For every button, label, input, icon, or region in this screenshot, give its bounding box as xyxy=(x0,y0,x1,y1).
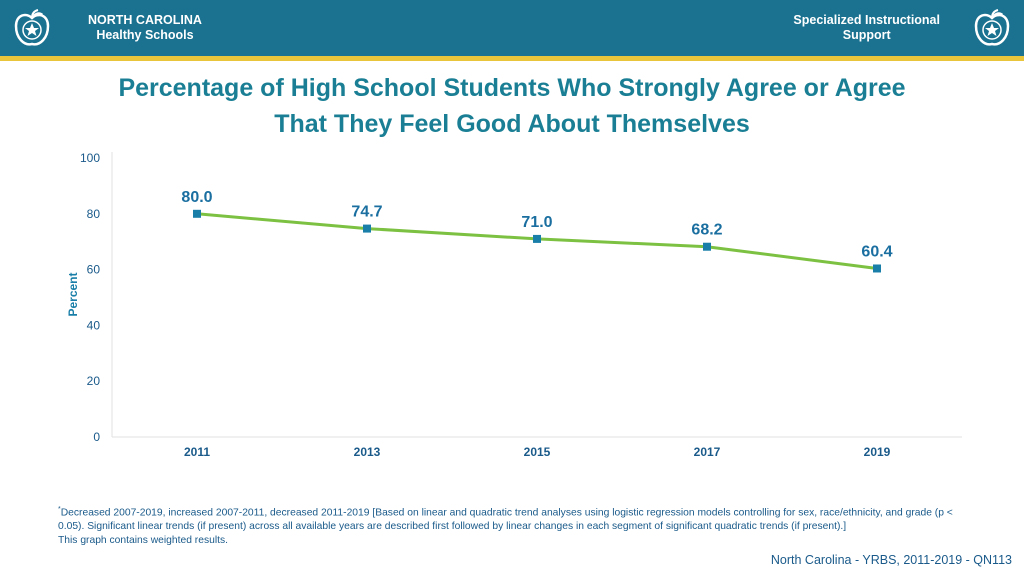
data-label: 74.7 xyxy=(351,204,382,221)
data-label: 80.0 xyxy=(181,189,212,206)
data-point-marker xyxy=(703,242,711,251)
brand-line-1: NORTH CAROLINA xyxy=(88,13,202,27)
x-tick-label: 2015 xyxy=(524,445,551,459)
sis-line-1: Specialized Instructional xyxy=(793,13,940,27)
data-point-marker xyxy=(193,209,201,218)
y-tick-label: 80 xyxy=(87,207,101,221)
data-point-marker xyxy=(533,234,541,243)
y-tick-label: 40 xyxy=(87,318,101,332)
footnote-marker: * xyxy=(58,506,61,513)
data-point-marker xyxy=(873,264,881,273)
weighted-note: This graph contains weighted results. xyxy=(58,535,228,547)
header-bar: NORTH CAROLINA Healthy Schools Specializ… xyxy=(0,0,1024,56)
nc-healthy-schools-brand: NORTH CAROLINA Healthy Schools xyxy=(10,6,202,50)
data-label: 60.4 xyxy=(861,243,892,260)
y-tick-label: 20 xyxy=(87,374,101,388)
line-chart: 0 20 40 60 80 100 Percent 2011 2013 2015 2017 2019 8… xyxy=(66,151,962,459)
x-tick-label: 2011 xyxy=(184,445,210,459)
apple-logo-icon xyxy=(14,9,50,46)
x-tick-label: 2019 xyxy=(864,445,891,459)
apple-logo-icon xyxy=(974,9,1010,46)
data-point-marker xyxy=(363,224,371,233)
y-tick-label: 0 xyxy=(93,430,100,444)
x-tick-label: 2013 xyxy=(354,445,381,459)
sis-brand: Specialized Instructional Support xyxy=(793,6,1014,50)
source-citation: North Carolina - YRBS, 2011-2019 - QN113 xyxy=(770,553,1012,567)
header-stripe xyxy=(0,56,1024,61)
x-tick-label: 2017 xyxy=(694,445,721,459)
footnote-text: Decreased 2007-2019, increased 2007-2011… xyxy=(58,507,953,533)
footnote: *Decreased 2007-2019, increased 2007-201… xyxy=(58,503,963,548)
chart-title: Percentage of High School Students Who S… xyxy=(60,70,964,142)
y-axis-label: Percent xyxy=(66,272,80,316)
brand-line-2: Healthy Schools xyxy=(96,28,194,42)
y-tick-label: 60 xyxy=(87,263,101,277)
data-label: 68.2 xyxy=(691,222,722,239)
title-line-1: Percentage of High School Students Who S… xyxy=(118,74,906,102)
sis-line-2: Support xyxy=(842,28,891,42)
data-label: 71.0 xyxy=(521,214,552,231)
y-tick-label: 100 xyxy=(80,151,100,165)
title-line-2: That They Feel Good About Themselves xyxy=(274,110,750,138)
